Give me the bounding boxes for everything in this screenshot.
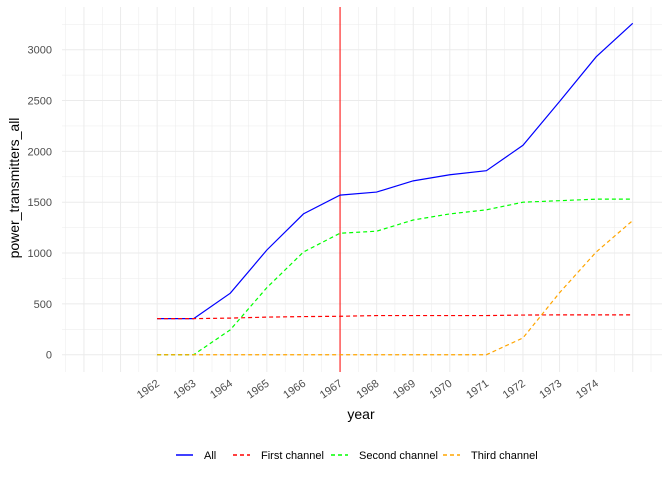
y-axis-ticks: 0 500 1000 1500 2000 2500 3000: [28, 45, 52, 362]
y-tick-label: 1500: [28, 197, 52, 209]
legend-label-first-channel: First channel: [261, 450, 324, 462]
series-line-third-channel: [157, 220, 634, 356]
y-tick-label: 0: [46, 350, 52, 362]
x-tick-label: 1971: [464, 378, 491, 402]
x-tick-label: 1965: [245, 378, 272, 402]
x-tick-label: 1964: [208, 378, 235, 402]
legend-label-all: All: [204, 450, 216, 462]
legend: All First channel Second channel Third chan…: [176, 450, 538, 462]
x-tick-label: 1967: [318, 378, 345, 402]
x-axis-ticks: 1962 1963 1964 1965 1966 1967 1968 1969 1970 1971…: [135, 378, 601, 402]
grid: [62, 7, 662, 372]
series-line-all: [157, 22, 634, 320]
y-axis-title: power_transmitters_all: [6, 118, 22, 259]
series-line-first-channel: [157, 314, 633, 320]
y-tick-label: 2000: [28, 146, 52, 158]
y-tick-label: 2500: [28, 96, 52, 108]
x-axis-title: year: [347, 406, 375, 422]
legend-label-third-channel: Third channel: [471, 450, 538, 462]
x-tick-label: 1972: [501, 378, 528, 402]
x-tick-label: 1962: [135, 378, 162, 402]
x-tick-label: 1973: [537, 378, 564, 402]
legend-label-second-channel: Second channel: [359, 450, 438, 462]
y-tick-label: 500: [34, 299, 52, 311]
x-tick-label: 1969: [391, 378, 418, 402]
x-tick-label: 1963: [171, 378, 198, 402]
y-tick-label: 1000: [28, 248, 52, 260]
x-tick-label: 1968: [354, 378, 381, 402]
series-layer: [157, 22, 634, 356]
x-tick-label: 1966: [281, 378, 308, 402]
x-tick-label: 1970: [428, 378, 455, 402]
x-tick-label: 1974: [574, 378, 601, 402]
y-tick-label: 3000: [28, 45, 52, 57]
